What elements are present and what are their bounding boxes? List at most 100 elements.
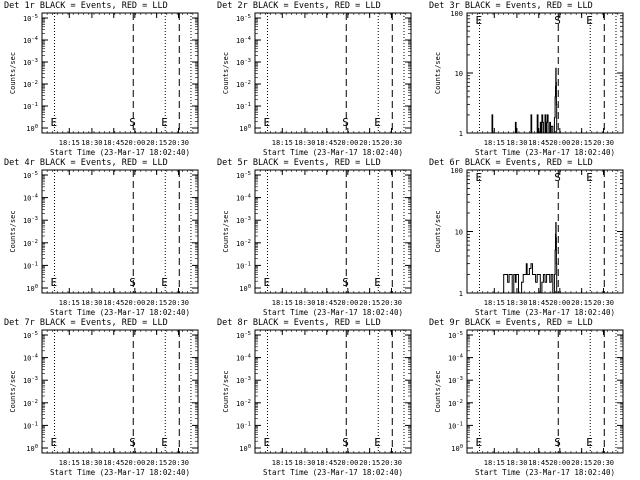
x-axis-label: Start Time (23-Mar-17 18:02:40) <box>50 148 190 157</box>
plot-frame <box>466 329 624 454</box>
marker-label: S <box>129 276 136 289</box>
y-tick-label: 10-5 <box>236 171 251 180</box>
y-tick-label: 10-1 <box>23 102 38 111</box>
x-tick-label: 18:45 <box>103 139 124 147</box>
y-axis-label: Counts/sec <box>9 52 17 94</box>
y-tick-label: 10-1 <box>236 102 251 111</box>
panel-1: Det 1r BLACK = Events, RED = LLD 100 10-1 1… <box>4 1 199 157</box>
marker-label: E <box>161 276 168 289</box>
y-tick-label: 10-5 <box>236 14 251 23</box>
marker-label: S <box>342 436 349 449</box>
x-tick-label: 20:30 <box>593 139 614 147</box>
x-tick-label: 18:45 <box>316 459 337 467</box>
panel-title: Det 2r BLACK = Events, RED = LLD <box>217 1 381 11</box>
plot-frame <box>254 329 412 454</box>
x-tick-label: 20:30 <box>593 459 614 467</box>
panel-title: Det 6r BLACK = Events, RED = LLD <box>429 158 593 168</box>
x-tick-label: 18:15 <box>272 299 293 307</box>
y-tick-label: 10-1 <box>23 421 38 430</box>
y-tick-label: 10-4 <box>448 354 464 363</box>
panel-7: Det 7r BLACK = Events, RED = LLD 100 10-1 1… <box>4 318 199 477</box>
y-tick-label: 10-2 <box>236 239 251 248</box>
y-tick-label: 10-3 <box>23 58 38 67</box>
panel-title: Det 7r BLACK = Events, RED = LLD <box>4 318 168 328</box>
y-tick-label: 10-4 <box>236 194 252 203</box>
marker-label: E <box>161 116 168 129</box>
x-axis-label: Start Time (23-Mar-17 18:02:40) <box>263 308 403 317</box>
marker-label: S <box>342 116 349 129</box>
x-tick-label: 18:45 <box>528 139 549 147</box>
x-tick-label: 20:15 <box>359 299 380 307</box>
marker-label: E <box>50 276 57 289</box>
marker-label: E <box>263 116 270 129</box>
plot-frame <box>41 329 199 454</box>
marker-label: S <box>554 171 561 184</box>
x-tick-label: 18:15 <box>59 139 80 147</box>
plot-frame <box>41 12 199 134</box>
marker-label: E <box>263 436 270 449</box>
y-tick-label: 10-4 <box>236 36 252 45</box>
marker-label: E <box>475 436 482 449</box>
y-tick-label: 1 <box>459 130 463 138</box>
y-tick-label: 10-3 <box>236 376 251 385</box>
marker-label: S <box>554 14 561 27</box>
y-tick-label: 10-2 <box>448 399 463 408</box>
y-tick-label: 10-1 <box>23 261 38 270</box>
y-tick-label: 10-2 <box>23 80 38 89</box>
x-tick-label: 18:15 <box>59 299 80 307</box>
x-tick-label: 20:15 <box>146 139 167 147</box>
panel-title: Det 3r BLACK = Events, RED = LLD <box>429 1 593 11</box>
x-axis-label: Start Time (23-Mar-17 18:02:40) <box>475 148 615 157</box>
x-axis-label: Start Time (23-Mar-17 18:02:40) <box>475 468 615 477</box>
y-tick-label: 10-5 <box>23 14 38 23</box>
y-tick-label: 100 <box>239 284 251 293</box>
y-tick-label: 10-2 <box>236 80 251 89</box>
x-tick-label: 18:30 <box>81 139 102 147</box>
marker-label: S <box>554 436 561 449</box>
y-tick-label: 100 <box>450 10 463 18</box>
x-tick-label: 20:00 <box>124 459 145 467</box>
marker-label: E <box>50 436 57 449</box>
y-tick-label: 10-5 <box>236 331 251 340</box>
marker-label: E <box>586 436 593 449</box>
x-axis-label: Start Time (23-Mar-17 18:02:40) <box>50 468 190 477</box>
x-tick-label: 18:45 <box>103 459 124 467</box>
x-tick-label: 20:00 <box>549 299 570 307</box>
y-tick-label: 10-2 <box>236 399 251 408</box>
y-tick-label: 10-3 <box>236 58 251 67</box>
y-tick-label: 100 <box>26 444 38 453</box>
panel-title: Det 4r BLACK = Events, RED = LLD <box>4 158 168 168</box>
panel-5: Det 5r BLACK = Events, RED = LLD 100 10-1 1… <box>217 158 412 317</box>
x-tick-label: 20:30 <box>168 139 189 147</box>
x-tick-label: 18:45 <box>528 459 549 467</box>
y-axis-label: Counts/sec <box>222 370 230 412</box>
x-tick-label: 20:15 <box>571 299 592 307</box>
y-tick-label: 10-5 <box>448 331 463 340</box>
x-tick-label: 20:00 <box>337 299 358 307</box>
x-tick-label: 18:15 <box>272 459 293 467</box>
y-tick-label: 100 <box>239 124 251 133</box>
x-tick-label: 20:30 <box>381 139 402 147</box>
panel-3: Det 3r BLACK = Events, RED = LLD 1 10 100 Co… <box>429 1 624 157</box>
y-tick-label: 100 <box>26 124 38 133</box>
x-tick-label: 18:45 <box>528 299 549 307</box>
y-tick-label: 10 <box>455 70 463 78</box>
plot-frame <box>254 169 412 294</box>
x-tick-label: 20:00 <box>124 299 145 307</box>
y-axis-label: Counts/sec <box>9 370 17 412</box>
series-events-line <box>491 67 558 134</box>
y-tick-label: 10-5 <box>23 171 38 180</box>
y-axis-label: Counts/sec <box>434 370 442 412</box>
x-tick-label: 18:30 <box>81 459 102 467</box>
y-tick-label: 10-1 <box>236 261 251 270</box>
x-axis-label: Start Time (23-Mar-17 18:02:40) <box>475 308 615 317</box>
x-tick-label: 18:15 <box>484 139 505 147</box>
x-tick-label: 18:30 <box>294 299 315 307</box>
x-tick-label: 20:00 <box>549 139 570 147</box>
panel-6: Det 6r BLACK = Events, RED = LLD 1 10 100 Co… <box>429 158 624 317</box>
x-tick-label: 20:15 <box>359 459 380 467</box>
x-axis-label: Start Time (23-Mar-17 18:02:40) <box>50 308 190 317</box>
y-axis-label: Counts/sec <box>434 210 442 252</box>
y-tick-label: 10-5 <box>23 331 38 340</box>
y-tick-label: 10-3 <box>236 216 251 225</box>
